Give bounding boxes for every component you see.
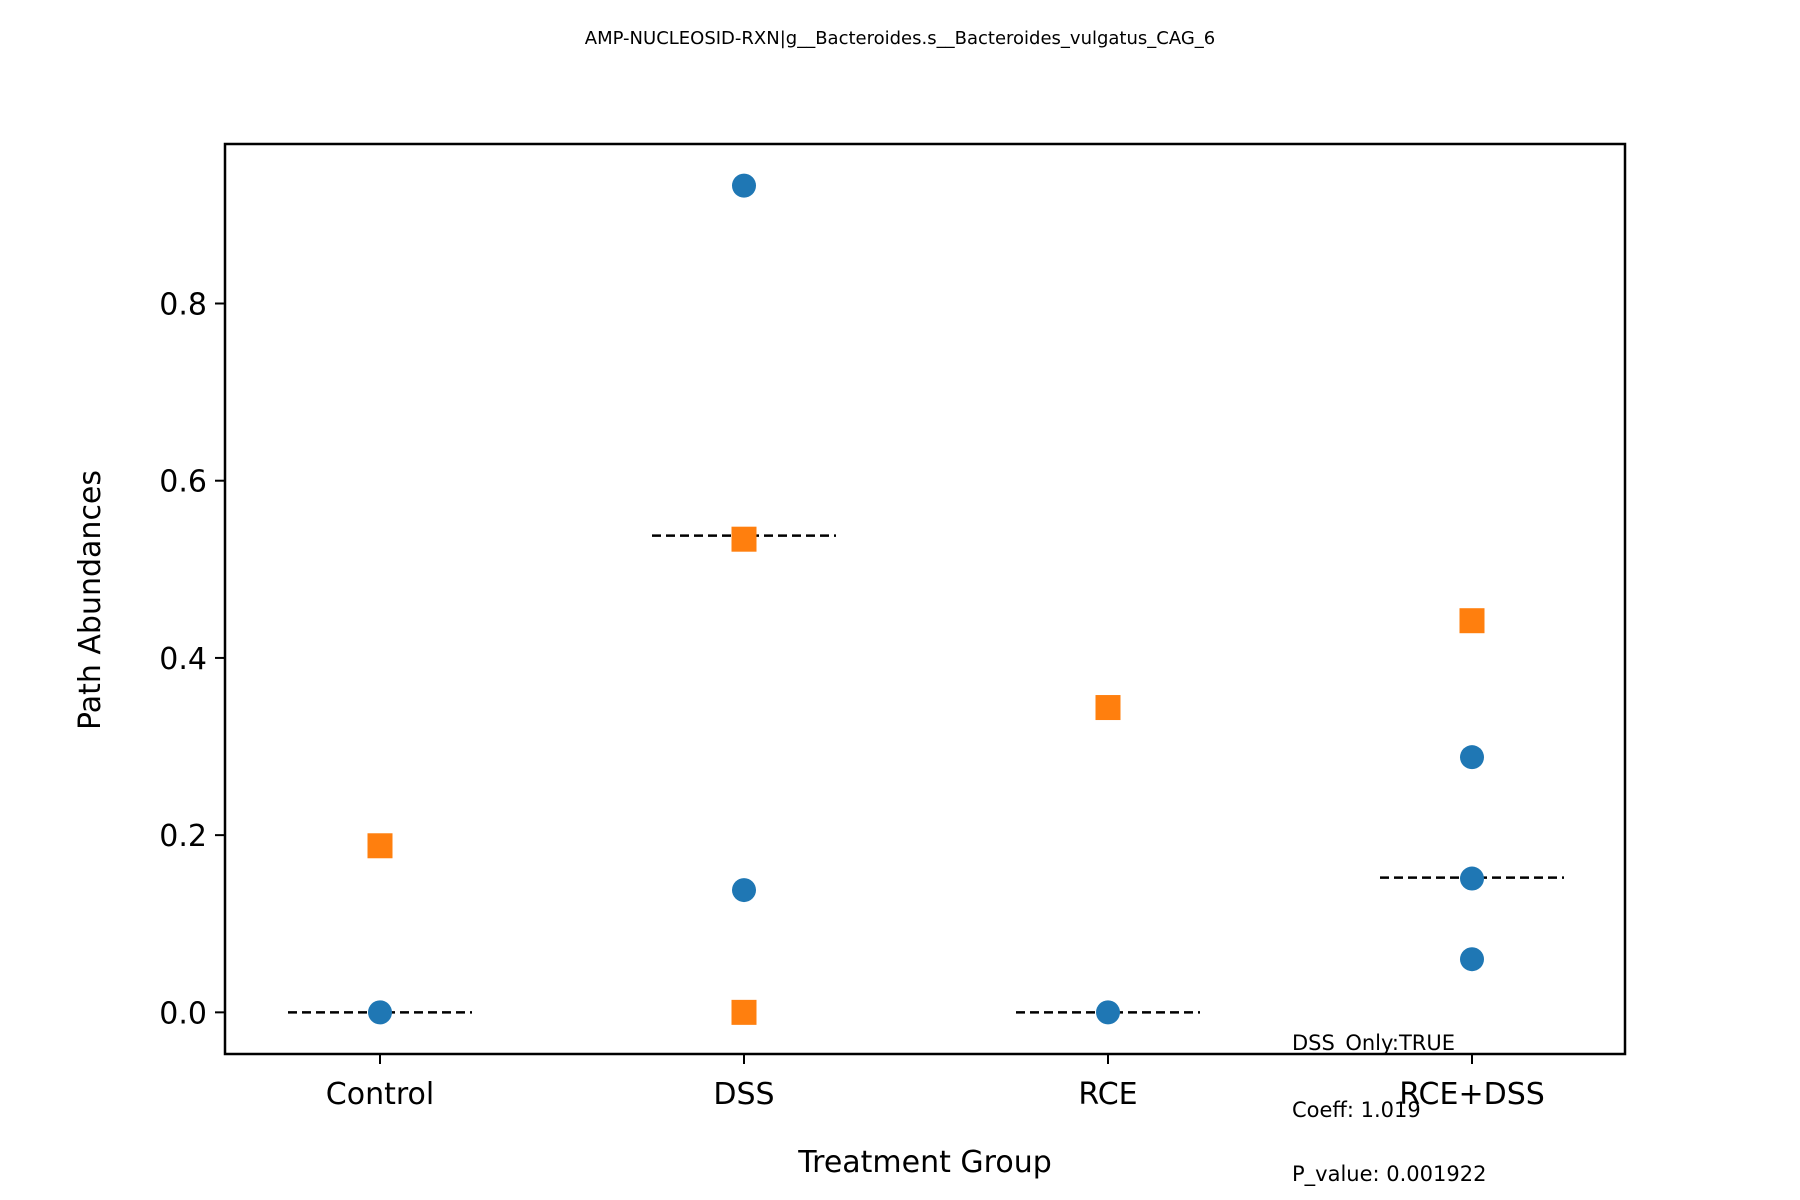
chart-title: AMP-NUCLEOSID-RXN|g__Bacteroides.s__Bact… (585, 28, 1216, 49)
annotation-dss-only: DSS_Only:TRUE (1292, 1031, 1455, 1056)
data-point-square (1095, 695, 1121, 721)
annotation-coeff: Coeff: 1.019 (1292, 1098, 1421, 1122)
data-point-square (367, 833, 393, 859)
data-point-square (731, 526, 757, 552)
y-tick-label: 0.8 (159, 287, 207, 322)
data-point-circle (1460, 947, 1484, 972)
median-lines (288, 534, 1564, 1014)
x-tick-label: RCE (1078, 1077, 1137, 1112)
data-point-circle (1460, 745, 1484, 770)
y-tick-label: 0.6 (159, 465, 207, 500)
x-axis-label: Treatment Group (797, 1145, 1052, 1180)
y-axis-label: Path Abundances (73, 470, 108, 730)
x-axis: Control DSS RCE RCE+DSS (326, 1054, 1545, 1112)
x-tick-label: Control (326, 1077, 434, 1112)
x-tick-label: RCE+DSS (1399, 1077, 1545, 1112)
y-tick-label: 0.0 (159, 996, 207, 1031)
data-point-square (1459, 608, 1485, 634)
y-tick-label: 0.2 (159, 819, 207, 854)
data-point-circle (732, 173, 756, 198)
data-point-circle (1460, 866, 1484, 891)
data-point-circle (732, 878, 756, 903)
data-point-circle (1096, 1000, 1120, 1025)
data-point-circle (368, 1000, 392, 1025)
annotation-p-value: P_value: 0.001922 (1292, 1162, 1486, 1187)
plot-area-frame (223, 142, 1627, 1056)
y-axis: 0.0 0.2 0.4 0.6 0.8 (159, 287, 225, 1031)
data-points (367, 173, 1485, 1025)
x-tick-label: DSS (713, 1077, 774, 1112)
data-point-square (731, 999, 757, 1025)
y-tick-label: 0.4 (159, 642, 207, 677)
